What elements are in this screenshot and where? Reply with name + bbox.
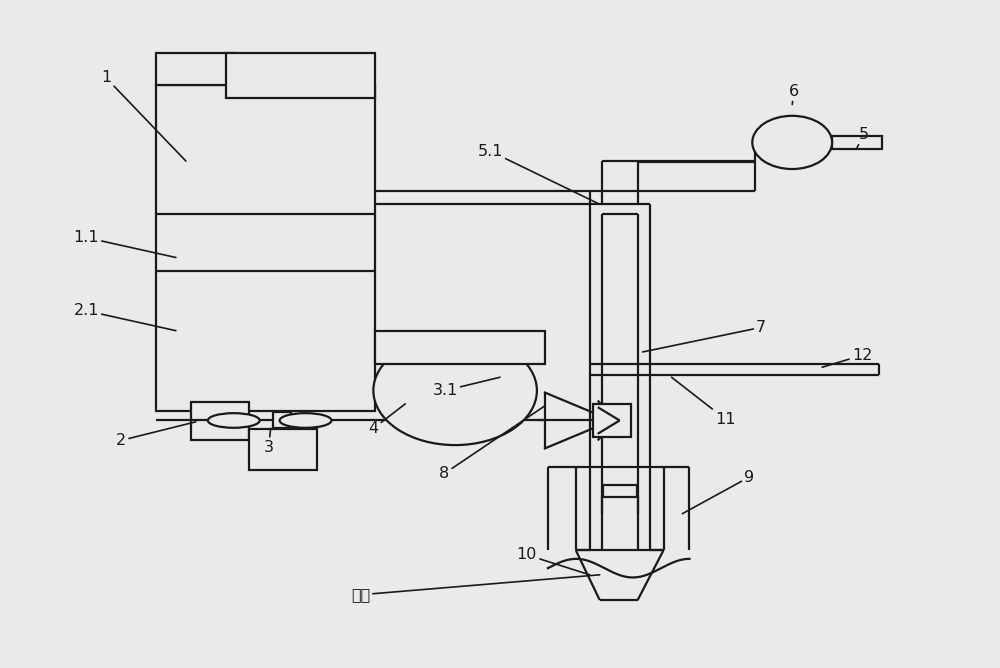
Bar: [832, 136, 882, 149]
Bar: [156, 53, 236, 85]
Bar: [249, 429, 317, 470]
Text: 油井: 油井: [351, 574, 600, 603]
Ellipse shape: [280, 413, 331, 428]
Text: 12: 12: [822, 348, 872, 367]
Text: 1.1: 1.1: [73, 230, 176, 257]
Circle shape: [752, 116, 832, 169]
Bar: [273, 413, 291, 428]
Bar: [226, 53, 375, 98]
Ellipse shape: [208, 413, 260, 428]
Bar: [156, 85, 375, 411]
Text: 3: 3: [264, 428, 274, 455]
Bar: [593, 404, 631, 437]
Bar: [191, 402, 249, 440]
Text: 8: 8: [439, 406, 545, 481]
Text: 6: 6: [789, 84, 799, 104]
Text: 2.1: 2.1: [73, 303, 176, 331]
Text: 1: 1: [101, 70, 186, 161]
Text: 5.1: 5.1: [477, 144, 600, 204]
Text: 5: 5: [857, 127, 869, 148]
Text: 3.1: 3.1: [432, 377, 500, 398]
Text: 10: 10: [517, 547, 590, 574]
Circle shape: [373, 336, 537, 445]
Bar: [375, 331, 545, 364]
Bar: [603, 485, 637, 497]
Text: 4: 4: [368, 404, 405, 436]
Text: 2: 2: [116, 422, 196, 448]
Text: 9: 9: [682, 470, 754, 514]
Text: 7: 7: [643, 320, 766, 352]
Text: 11: 11: [672, 377, 736, 427]
